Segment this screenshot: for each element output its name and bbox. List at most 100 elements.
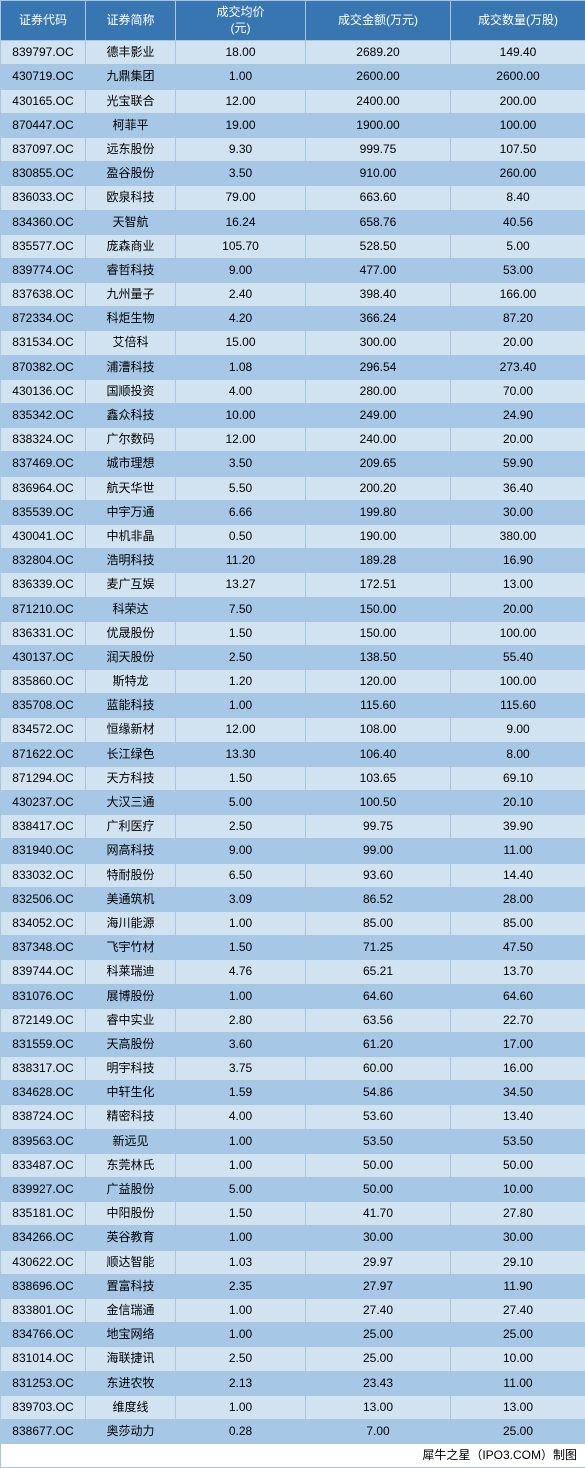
cell-name: 东进农牧: [86, 1371, 176, 1395]
cell-qty: 27.40: [451, 1298, 585, 1322]
table-row: 430165.OC光宝联合12.002400.00200.00: [1, 89, 585, 113]
table-row: 838696.OC置富科技2.3527.9711.90: [1, 1274, 585, 1298]
cell-price: 79.00: [176, 186, 306, 210]
cell-amount: 7.00: [306, 1419, 451, 1443]
cell-code: 834266.OC: [1, 1226, 86, 1250]
cell-amount: 138.50: [306, 645, 451, 669]
cell-amount: 50.00: [306, 1153, 451, 1177]
cell-price: 1.00: [176, 1298, 306, 1322]
cell-code: 834360.OC: [1, 210, 86, 234]
cell-code: 837097.OC: [1, 137, 86, 161]
cell-price: 4.00: [176, 1105, 306, 1129]
cell-amount: 64.60: [306, 984, 451, 1008]
cell-code: 837638.OC: [1, 283, 86, 307]
cell-price: 4.20: [176, 307, 306, 331]
cell-name: 浦漕科技: [86, 355, 176, 379]
table-row: 831534.OC艾倍科15.00300.0020.00: [1, 331, 585, 355]
cell-code: 835539.OC: [1, 500, 86, 524]
table-row: 838724.OC精密科技4.0053.6013.40: [1, 1105, 585, 1129]
cell-amount: 25.00: [306, 1347, 451, 1371]
cell-price: 13.30: [176, 742, 306, 766]
cell-amount: 63.56: [306, 1008, 451, 1032]
table-row: 831076.OC展博股份1.0064.6064.60: [1, 984, 585, 1008]
cell-code: 838677.OC: [1, 1419, 86, 1443]
table-row: 871622.OC长江绿色13.30106.408.00: [1, 742, 585, 766]
cell-price: 18.00: [176, 41, 306, 65]
table-row: 834052.OC海川能源1.0085.0085.00: [1, 911, 585, 935]
cell-code: 831534.OC: [1, 331, 86, 355]
cell-name: 金信瑞通: [86, 1298, 176, 1322]
cell-price: 5.50: [176, 476, 306, 500]
cell-amount: 280.00: [306, 379, 451, 403]
cell-code: 839774.OC: [1, 258, 86, 282]
cell-code: 430719.OC: [1, 65, 86, 89]
cell-code: 836964.OC: [1, 476, 86, 500]
cell-code: 834052.OC: [1, 911, 86, 935]
cell-name: 美通筑机: [86, 887, 176, 911]
cell-qty: 107.50: [451, 137, 585, 161]
cell-qty: 27.80: [451, 1202, 585, 1226]
cell-price: 6.66: [176, 500, 306, 524]
cell-name: 盈谷股份: [86, 162, 176, 186]
cell-qty: 200.00: [451, 89, 585, 113]
cell-name: 中机非晶: [86, 524, 176, 548]
col-header-code: 证券代码: [1, 1, 86, 41]
cell-amount: 366.24: [306, 307, 451, 331]
table-row: 838324.OC广尔数码12.00240.0020.00: [1, 428, 585, 452]
cell-price: 3.75: [176, 1057, 306, 1081]
cell-qty: 16.00: [451, 1057, 585, 1081]
table-row: 839927.OC广益股份5.0050.0010.00: [1, 1178, 585, 1202]
cell-price: 2.35: [176, 1274, 306, 1298]
cell-price: 1.00: [176, 1323, 306, 1347]
cell-qty: 273.40: [451, 355, 585, 379]
cell-price: 1.50: [176, 936, 306, 960]
table-row: 835860.OC斯特龙1.20120.00100.00: [1, 670, 585, 694]
cell-name: 天方科技: [86, 766, 176, 790]
col-header-name: 证券简称: [86, 1, 176, 41]
cell-price: 9.00: [176, 839, 306, 863]
cell-name: 浩明科技: [86, 549, 176, 573]
table-row: 833487.OC东莞林氏1.0050.0050.00: [1, 1153, 585, 1177]
table-row: 831559.OC天高股份3.6061.2017.00: [1, 1032, 585, 1056]
cell-name: 柯菲平: [86, 113, 176, 137]
col-header-qty: 成交数量(万股): [451, 1, 585, 41]
cell-price: 6.50: [176, 863, 306, 887]
table-row: 837348.OC飞宇竹材1.5071.2547.50: [1, 936, 585, 960]
cell-price: 2.50: [176, 815, 306, 839]
cell-code: 833801.OC: [1, 1298, 86, 1322]
table-row: 872334.OC科炬生物4.20366.2487.20: [1, 307, 585, 331]
cell-amount: 71.25: [306, 936, 451, 960]
cell-amount: 199.80: [306, 500, 451, 524]
cell-name: 网高科技: [86, 839, 176, 863]
cell-name: 优晟股份: [86, 621, 176, 645]
cell-code: 872149.OC: [1, 1008, 86, 1032]
cell-amount: 528.50: [306, 234, 451, 258]
cell-amount: 115.60: [306, 694, 451, 718]
cell-price: 1.00: [176, 1395, 306, 1419]
cell-amount: 477.00: [306, 258, 451, 282]
cell-qty: 53.00: [451, 258, 585, 282]
table-row: 832506.OC美通筑机3.0986.5228.00: [1, 887, 585, 911]
cell-name: 天智航: [86, 210, 176, 234]
cell-name: 九州量子: [86, 283, 176, 307]
cell-qty: 100.00: [451, 113, 585, 137]
cell-qty: 11.00: [451, 1371, 585, 1395]
cell-code: 831014.OC: [1, 1347, 86, 1371]
table-row: 430136.OC国顺投资4.00280.0070.00: [1, 379, 585, 403]
cell-amount: 23.43: [306, 1371, 451, 1395]
cell-amount: 29.97: [306, 1250, 451, 1274]
cell-amount: 30.00: [306, 1226, 451, 1250]
cell-amount: 150.00: [306, 597, 451, 621]
cell-price: 19.00: [176, 113, 306, 137]
cell-qty: 20.00: [451, 428, 585, 452]
cell-amount: 398.40: [306, 283, 451, 307]
cell-qty: 10.00: [451, 1347, 585, 1371]
cell-code: 430165.OC: [1, 89, 86, 113]
cell-amount: 190.00: [306, 524, 451, 548]
cell-name: 睿中实业: [86, 1008, 176, 1032]
cell-price: 3.50: [176, 452, 306, 476]
cell-amount: 27.97: [306, 1274, 451, 1298]
cell-amount: 65.21: [306, 960, 451, 984]
cell-price: 12.00: [176, 89, 306, 113]
cell-code: 838696.OC: [1, 1274, 86, 1298]
